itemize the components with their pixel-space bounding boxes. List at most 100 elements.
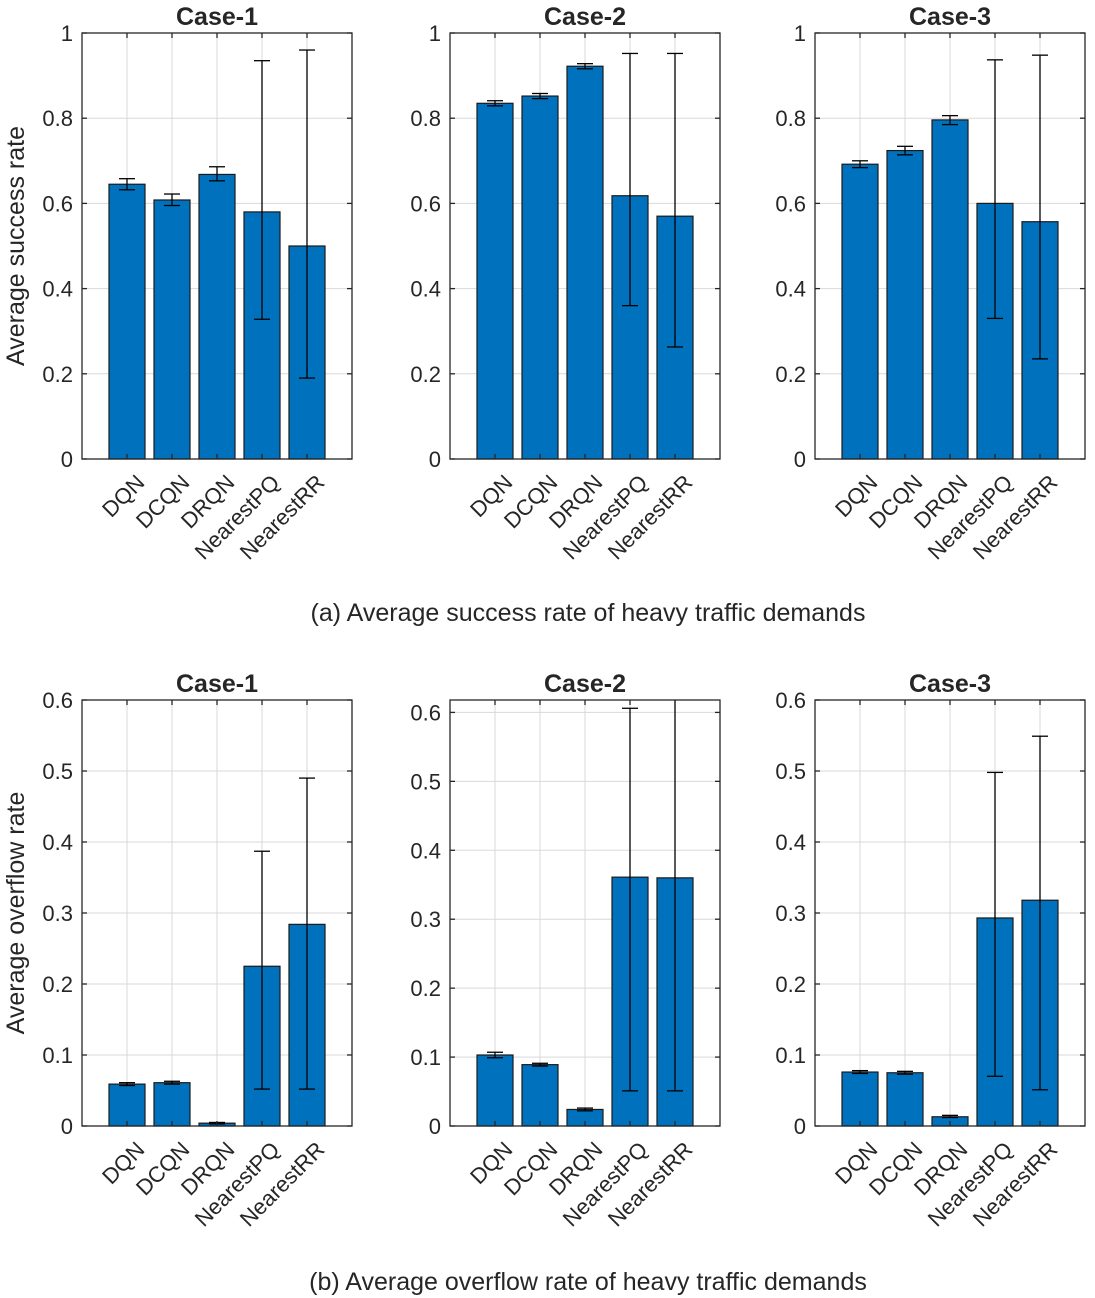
y-tick-label: 0.6 — [42, 191, 73, 216]
error-bar-dqn — [487, 1051, 503, 1059]
y-tick-label: 0.1 — [775, 1043, 806, 1068]
bar-dqn — [108, 1083, 146, 1127]
y-tick-label: 0.3 — [775, 901, 806, 926]
error-bar-dqn — [852, 160, 868, 169]
y-tick-label: 0.6 — [775, 191, 806, 216]
error-bar-drqn — [942, 1114, 958, 1119]
error-bar-nearestpq — [987, 59, 1003, 320]
error-bar-drqn — [577, 1107, 593, 1112]
y-tick-label: 0.5 — [42, 759, 73, 784]
bar-dcqn — [521, 95, 559, 460]
caption-b: (b) Average overflow rate of heavy traff… — [309, 1268, 867, 1296]
bar-drqn — [198, 173, 236, 460]
y-tick-label: 0.1 — [410, 1045, 441, 1070]
bar-dcqn — [521, 1064, 559, 1127]
bar-drqn — [566, 65, 604, 460]
y-tick-label: 1 — [794, 21, 806, 46]
error-bar-nearestpq — [987, 771, 1003, 1077]
chart-title: Case-2 — [544, 3, 626, 31]
y-axis-label: Average success rate — [2, 126, 30, 366]
caption-a: (a) Average success rate of heavy traffi… — [311, 599, 866, 627]
y-tick-label: 0.1 — [42, 1043, 73, 1068]
bar-dqn — [841, 163, 879, 460]
y-tick-label: 0 — [61, 447, 73, 472]
bar-dcqn — [886, 1072, 924, 1127]
error-bar-nearestrr — [667, 700, 683, 1092]
y-tick-label: 0.8 — [775, 106, 806, 131]
error-bar-nearestrr — [299, 777, 315, 1090]
y-tick-label: 0 — [429, 447, 441, 472]
y-tick-label: 0.6 — [410, 191, 441, 216]
chart-panel-5: 00.10.20.30.40.50.6DQNDCQNDRQNNearestPQN… — [410, 670, 721, 1231]
chart-title: Case-3 — [909, 670, 991, 698]
error-bar-dcqn — [532, 92, 548, 100]
error-bar-drqn — [942, 114, 958, 126]
bar-dqn — [841, 1071, 879, 1127]
y-tick-label: 0.2 — [410, 362, 441, 387]
error-bar-drqn — [209, 166, 225, 182]
error-bar-nearestpq — [254, 850, 270, 1090]
chart-title: Case-3 — [909, 3, 991, 31]
chart-title: Case-1 — [176, 3, 258, 31]
error-bar-nearestrr — [299, 49, 315, 379]
y-tick-label: 0.4 — [410, 277, 441, 302]
chart-panel-6: 00.10.20.30.40.50.6DQNDCQNDRQNNearestPQN… — [775, 670, 1086, 1231]
y-tick-label: 0 — [794, 1114, 806, 1139]
y-tick-label: 0.5 — [775, 759, 806, 784]
bar-dqn — [476, 102, 514, 460]
error-bar-nearestpq — [622, 707, 638, 1092]
y-tick-label: 0.4 — [42, 830, 73, 855]
error-bar-nearestrr — [667, 52, 683, 348]
y-tick-label: 0 — [794, 447, 806, 472]
error-bar-dcqn — [532, 1062, 548, 1067]
error-bar-nearestrr — [1032, 735, 1048, 1091]
error-bar-dqn — [119, 1082, 135, 1087]
y-tick-label: 1 — [429, 21, 441, 46]
chart-panel-2: 00.20.40.60.81DQNDCQNDRQNNearestPQNeares… — [410, 3, 721, 564]
y-tick-label: 0.2 — [775, 972, 806, 997]
y-tick-label: 0.2 — [775, 362, 806, 387]
chart-title: Case-2 — [544, 670, 626, 698]
y-tick-label: 0.4 — [410, 838, 441, 863]
y-tick-label: 0.8 — [42, 106, 73, 131]
error-bar-dcqn — [164, 193, 180, 207]
bar-dqn — [108, 183, 146, 460]
bar-dqn — [476, 1054, 514, 1127]
y-tick-label: 0.8 — [410, 106, 441, 131]
y-tick-label: 0.4 — [775, 277, 806, 302]
y-tick-label: 0.2 — [42, 972, 73, 997]
chart-panel-3: 00.20.40.60.81DQNDCQNDRQNNearestPQNeares… — [775, 3, 1086, 564]
y-tick-label: 0.2 — [410, 976, 441, 1001]
y-tick-label: 0.5 — [410, 769, 441, 794]
y-tick-label: 0.4 — [775, 830, 806, 855]
error-bar-dqn — [487, 100, 503, 107]
y-tick-label: 0.4 — [42, 277, 73, 302]
error-bar-nearestrr — [1032, 54, 1048, 360]
y-tick-label: 0.6 — [42, 688, 73, 713]
chart-panel-1: 00.20.40.60.81DQNDCQNDRQNNearestPQNeares… — [2, 3, 353, 564]
y-axis-label: Average overflow rate — [2, 792, 30, 1035]
y-tick-label: 0.3 — [410, 907, 441, 932]
chart-title: Case-1 — [176, 670, 258, 698]
y-tick-label: 0.6 — [775, 688, 806, 713]
bar-drqn — [931, 119, 969, 460]
error-bar-dcqn — [897, 145, 913, 156]
error-bar-nearestpq — [254, 60, 270, 320]
chart-panel-4: 00.10.20.30.40.50.6DQNDCQNDRQNNearestPQN… — [2, 670, 353, 1231]
error-bar-dqn — [852, 1069, 868, 1075]
y-tick-label: 1 — [61, 21, 73, 46]
error-bar-dcqn — [897, 1070, 913, 1075]
error-bar-dqn — [119, 178, 135, 191]
y-tick-label: 0.3 — [42, 901, 73, 926]
y-tick-label: 0 — [61, 1114, 73, 1139]
y-tick-label: 0 — [429, 1114, 441, 1139]
y-tick-label: 0.6 — [410, 700, 441, 725]
bar-dcqn — [153, 199, 191, 460]
bar-dcqn — [153, 1082, 191, 1127]
error-bar-nearestpq — [622, 52, 638, 307]
bar-dcqn — [886, 149, 924, 460]
error-bar-dcqn — [164, 1080, 180, 1085]
y-tick-label: 0.2 — [42, 362, 73, 387]
error-bar-drqn — [577, 63, 593, 70]
